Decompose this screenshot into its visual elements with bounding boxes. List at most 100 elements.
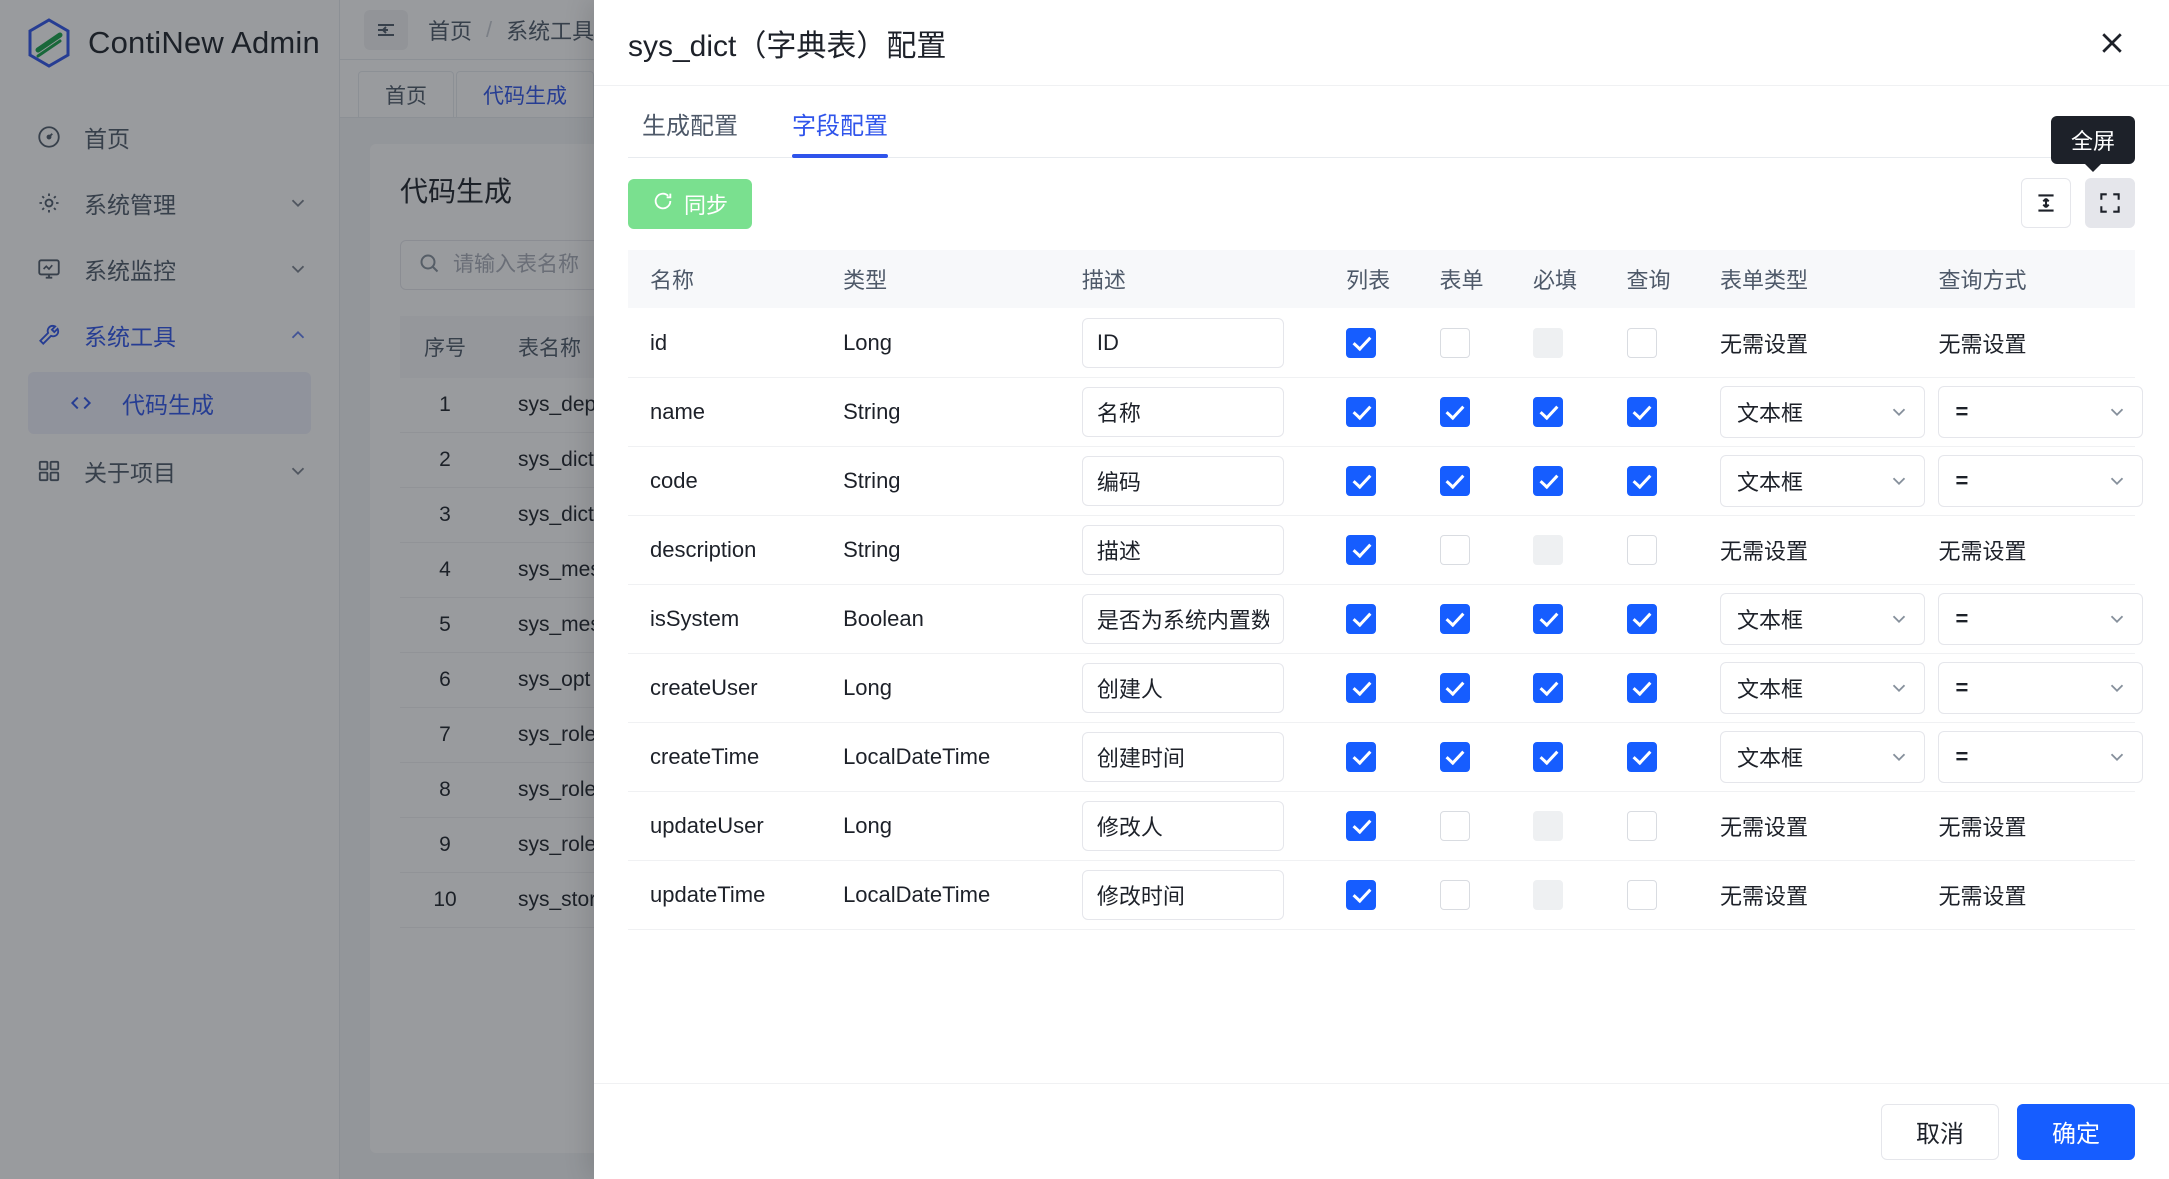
sync-button[interactable]: 同步 [628,179,753,229]
form-checkbox[interactable] [1439,603,1470,634]
list-checkbox[interactable] [1346,465,1377,496]
query-type-no-setting: 无需设置 [1938,883,2027,909]
description-input[interactable] [1081,731,1284,782]
description-input[interactable] [1081,593,1284,644]
form-checkbox[interactable] [1439,810,1470,841]
query-checkbox[interactable] [1626,465,1657,496]
cell-query-type: 无需设置 [1916,308,2135,378]
column-header-list: 列表 [1324,250,1418,308]
sidebar-item-about-project[interactable]: 关于项目 [14,438,325,504]
required-checkbox[interactable] [1533,741,1564,772]
sidebar-item-code-generation[interactable]: 代码生成 [28,372,311,434]
cell-field-description [1059,446,1325,516]
collapse-sidebar-icon[interactable] [364,9,408,50]
required-checkbox[interactable] [1533,672,1564,703]
form-checkbox[interactable] [1439,741,1470,772]
query-checkbox[interactable] [1626,603,1657,634]
sidebar-item-system-tools[interactable]: 系统工具 [14,302,325,368]
column-header-index: 序号 [400,316,490,378]
sidebar-item-label: 系统管理 [84,192,176,218]
cell-form [1417,722,1512,792]
row-height-icon[interactable] [2021,178,2071,228]
cell-field-name: updateUser [628,791,822,861]
tab-code-generation[interactable]: 代码生成 [456,71,594,117]
query-checkbox[interactable] [1626,879,1657,910]
form-type-select[interactable]: 文本框 [1720,730,1925,783]
breadcrumb-home[interactable]: 首页 [428,18,473,44]
form-type-select[interactable]: 文本框 [1720,592,1925,645]
description-input[interactable] [1081,455,1284,506]
fullscreen-tooltip: 全屏 [2050,116,2135,172]
sidebar-item-label: 系统监控 [84,258,176,284]
required-checkbox [1533,534,1564,565]
form-checkbox[interactable] [1439,396,1470,427]
tab-generate-config[interactable]: 生成配置 [642,113,738,140]
cell-field-description [1059,722,1325,792]
query-type-select[interactable]: = [1938,454,2144,507]
chevron-down-icon [287,192,309,214]
form-type-value: 文本框 [1737,676,1804,702]
close-icon[interactable] [2089,20,2135,66]
description-input[interactable] [1081,386,1284,437]
cancel-button[interactable]: 取消 [1881,1103,1999,1160]
cell-list [1324,377,1418,447]
cell-query [1604,722,1698,792]
description-input[interactable] [1081,317,1284,368]
query-type-select[interactable]: = [1938,730,2144,783]
required-checkbox[interactable] [1533,465,1564,496]
column-header-query-type: 查询方式 [1916,250,2135,308]
form-checkbox[interactable] [1439,672,1470,703]
query-checkbox[interactable] [1626,741,1657,772]
confirm-button[interactable]: 确定 [2017,1103,2135,1160]
cell-index: 4 [400,542,490,598]
cell-field-type: LocalDateTime [821,860,1060,930]
list-checkbox[interactable] [1346,741,1377,772]
cell-form [1417,653,1512,723]
cell-required [1511,791,1605,861]
description-input[interactable] [1081,524,1284,575]
query-type-select[interactable]: = [1938,592,2144,645]
sidebar-item-home[interactable]: 首页 [14,104,325,170]
cell-query-type: = [1916,653,2144,723]
form-checkbox[interactable] [1439,327,1470,358]
cell-form [1417,377,1512,447]
query-checkbox[interactable] [1626,810,1657,841]
list-checkbox[interactable] [1346,327,1377,358]
list-checkbox[interactable] [1346,534,1377,565]
required-checkbox[interactable] [1533,396,1564,427]
list-checkbox[interactable] [1346,672,1377,703]
query-checkbox[interactable] [1626,672,1657,703]
column-header-description: 描述 [1059,250,1325,308]
modal-header: sys_dict（字典表）配置 [594,0,2169,86]
list-checkbox[interactable] [1346,396,1377,427]
form-type-select[interactable]: 文本框 [1720,385,1925,438]
form-checkbox[interactable] [1439,879,1470,910]
query-type-select[interactable]: = [1938,385,2144,438]
form-type-select[interactable]: 文本框 [1720,661,1925,714]
breadcrumb-separator: / [486,16,493,42]
tab-home[interactable]: 首页 [358,71,454,117]
required-checkbox[interactable] [1533,603,1564,634]
chevron-down-icon [2106,608,2128,630]
cell-list [1324,860,1418,930]
form-type-select[interactable]: 文本框 [1720,454,1925,507]
fullscreen-icon[interactable] [2085,178,2135,228]
query-checkbox[interactable] [1626,327,1657,358]
sidebar-item-system-monitor[interactable]: 系统监控 [14,236,325,302]
field-table-wrap: 名称 类型 描述 列表 表单 必填 查询 表单类型 查询方式 idLong无需设… [628,250,2144,930]
form-checkbox[interactable] [1439,465,1470,496]
sidebar-item-system-management[interactable]: 系统管理 [14,170,325,236]
query-checkbox[interactable] [1626,396,1657,427]
list-checkbox[interactable] [1346,879,1377,910]
query-type-select[interactable]: = [1938,661,2144,714]
description-input[interactable] [1081,869,1284,920]
cell-query-type: = [1916,722,2144,792]
list-checkbox[interactable] [1346,603,1377,634]
tab-field-config[interactable]: 字段配置 [792,106,888,158]
list-checkbox[interactable] [1346,810,1377,841]
description-input[interactable] [1081,662,1284,713]
chevron-down-icon [2106,677,2128,699]
query-checkbox[interactable] [1626,534,1657,565]
description-input[interactable] [1081,800,1284,851]
form-checkbox[interactable] [1439,534,1470,565]
